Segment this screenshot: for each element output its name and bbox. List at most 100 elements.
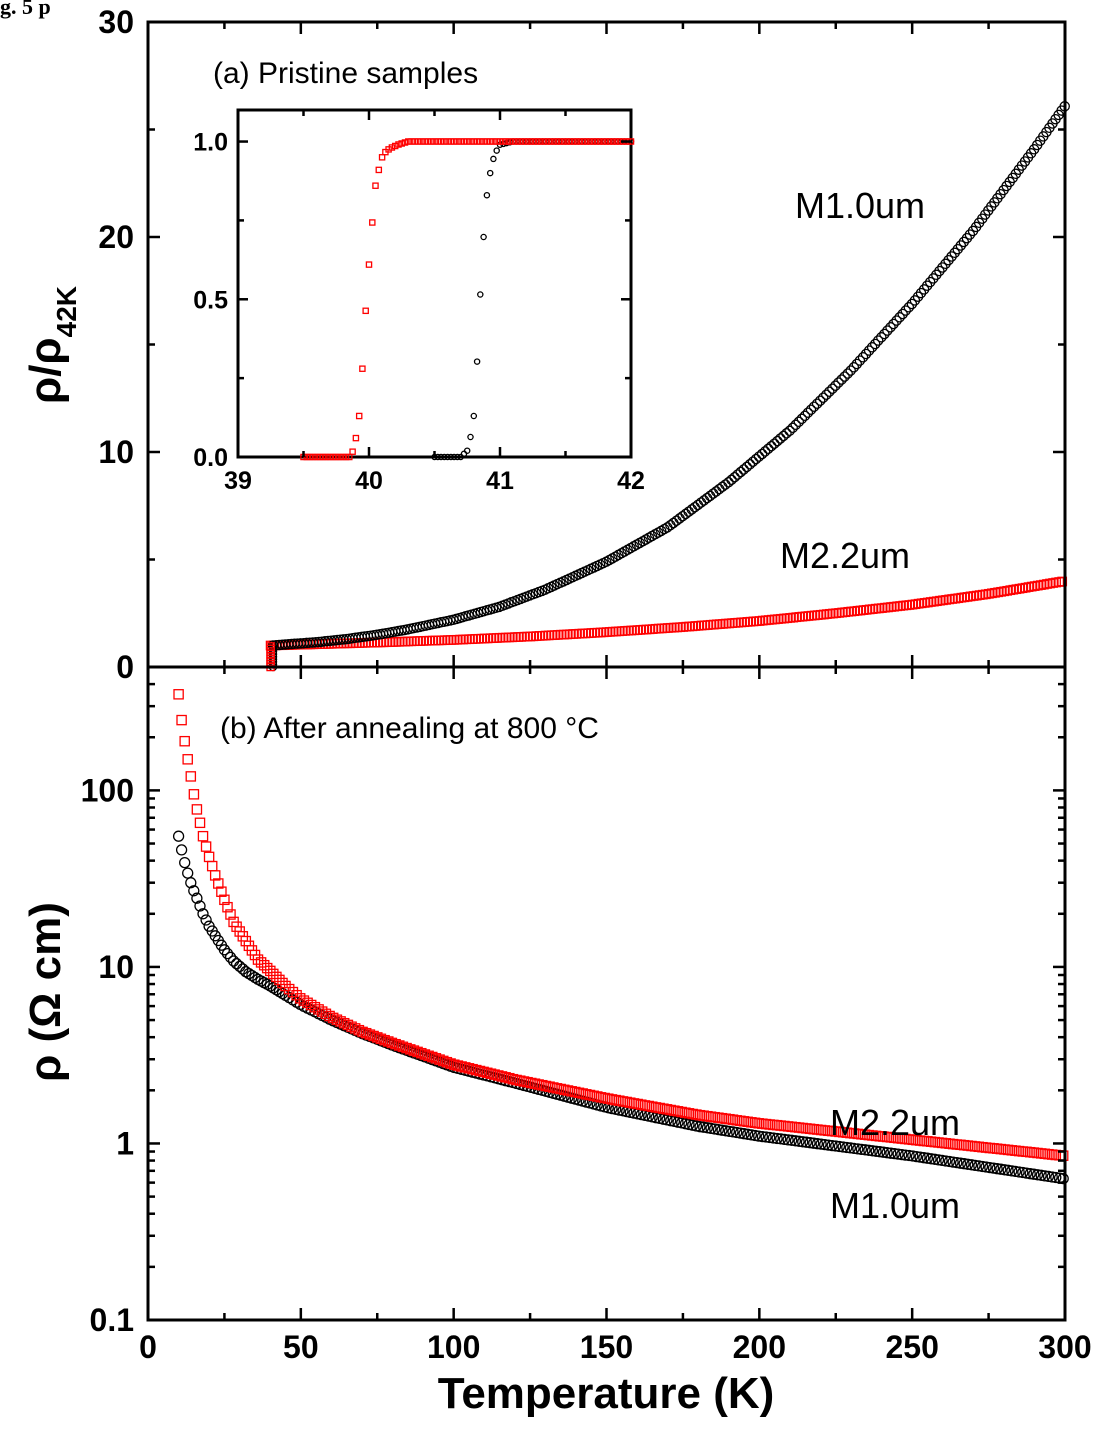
top-m2-point (458, 634, 468, 645)
bottom-y-tick-label: 10 (98, 949, 134, 985)
bottom-m2-point (511, 1074, 522, 1086)
x-tick-label: 100 (427, 1329, 480, 1365)
bottom-m1-point (848, 1142, 860, 1155)
bottom-m2-point (335, 1016, 346, 1027)
top-series-label-m1: M1.0um (795, 185, 925, 226)
top-m2-point (656, 623, 667, 634)
bottom-m1-point (778, 1133, 791, 1146)
bottom-m1-point (1017, 1166, 1029, 1179)
inset-m2-point (450, 138, 458, 145)
top-m2-point (473, 633, 484, 644)
top-m2-point (608, 626, 618, 637)
bottom-m1-point (230, 958, 243, 970)
bottom-m1-point (804, 1137, 816, 1149)
top-m1-point (943, 254, 954, 266)
top-m2-point (809, 610, 820, 621)
top-m2-point (684, 621, 695, 632)
bottom-m1-point (984, 1161, 996, 1174)
top-m1-point (750, 453, 762, 465)
top-m1-point (885, 322, 896, 333)
inset-m1-point (463, 447, 471, 454)
top-m2-point (739, 617, 750, 628)
top-m2-point (828, 608, 838, 619)
bottom-m1-point (185, 877, 197, 889)
bottom-m1-point (194, 900, 206, 912)
bottom-m2-point (661, 1104, 673, 1115)
top-m2-point (543, 630, 554, 641)
bottom-m1-point (870, 1145, 882, 1157)
bottom-m1-point (191, 892, 203, 904)
bottom-m1-point (940, 1155, 952, 1167)
inset-m2-point (467, 138, 474, 145)
bottom-m1-point (1013, 1166, 1025, 1178)
bottom-y-axis-label: ρ (Ω cm) (21, 902, 70, 1082)
top-m2-point (449, 635, 459, 645)
inset-m2-point (522, 138, 530, 145)
bottom-m2-point (533, 1079, 544, 1090)
inset-m2-point (598, 138, 605, 145)
top-m1-point (909, 295, 921, 306)
top-m2-point (724, 618, 734, 629)
bottom-m2-series (173, 689, 1069, 1161)
top-m1-point (778, 430, 789, 442)
x-tick-label: 0 (139, 1329, 157, 1365)
bottom-m2-point (474, 1065, 486, 1077)
bottom-m2-point (570, 1086, 581, 1098)
top-series-label-m2: M2.2um (780, 535, 910, 576)
bottom-m2-point (176, 714, 187, 726)
bottom-m1-point (910, 1150, 923, 1163)
top-m1-point (775, 433, 786, 444)
bottom-m1-point (1031, 1169, 1044, 1181)
top-m2-point (672, 622, 682, 633)
top-m1-point (695, 497, 707, 508)
top-m1-point (793, 416, 805, 428)
bottom-m2-point (197, 830, 209, 842)
inset-m2-point (496, 138, 504, 145)
bottom-m2-point (529, 1078, 541, 1089)
bottom-m2-point (581, 1089, 592, 1100)
top-m2-point (452, 634, 462, 645)
top-m2-point (501, 632, 511, 643)
top-m1-point (876, 332, 887, 343)
top-m2-point (403, 636, 413, 647)
top-m1-point (940, 258, 951, 270)
inset-m2-point (339, 453, 347, 461)
inset-m2-point (414, 138, 422, 145)
inset-m1-point (493, 147, 500, 154)
top-m1-point (674, 513, 685, 524)
top-m2-point (751, 616, 762, 627)
top-m2-point (718, 619, 728, 629)
top-m2-point (690, 621, 701, 631)
top-m1-point (723, 477, 734, 488)
bottom-m2-point (191, 804, 203, 815)
inset-m2-point (555, 138, 563, 145)
top-m2-point (433, 635, 444, 646)
bottom-m2-point (592, 1091, 603, 1102)
bottom-m2-point (188, 789, 200, 800)
bottom-m1-point (995, 1163, 1007, 1175)
inset-m2-point (611, 138, 618, 145)
top-m1-point (918, 284, 930, 295)
bottom-m2-point (375, 1033, 387, 1045)
bottom-m1-point (701, 1122, 714, 1134)
bottom-m1-point (793, 1135, 805, 1147)
bottom-m1-point (929, 1153, 941, 1165)
inset-m1-point (450, 453, 458, 461)
top-m2-point (776, 613, 786, 624)
bottom-m2-point (647, 1101, 658, 1112)
inset-axes: 39 40 41 42 0.0 0.5 1.0 (193, 110, 645, 495)
bottom-m2-point (500, 1072, 511, 1083)
top-m2-point (439, 635, 450, 646)
bottom-m2-point (588, 1090, 599, 1102)
bottom-y-tick-label: 0.1 (90, 1302, 134, 1338)
top-y-tick-label: 30 (98, 4, 134, 40)
bottom-m1-point (921, 1152, 934, 1164)
bottom-m2-point (408, 1045, 420, 1056)
bottom-m2-point (456, 1061, 467, 1072)
top-m1-point (799, 410, 811, 422)
bottom-m2-point (173, 689, 184, 700)
bottom-m2-point (209, 870, 221, 881)
inset-m2-point (378, 154, 386, 161)
top-m1-point (863, 345, 875, 356)
top-m2-point (537, 630, 548, 641)
